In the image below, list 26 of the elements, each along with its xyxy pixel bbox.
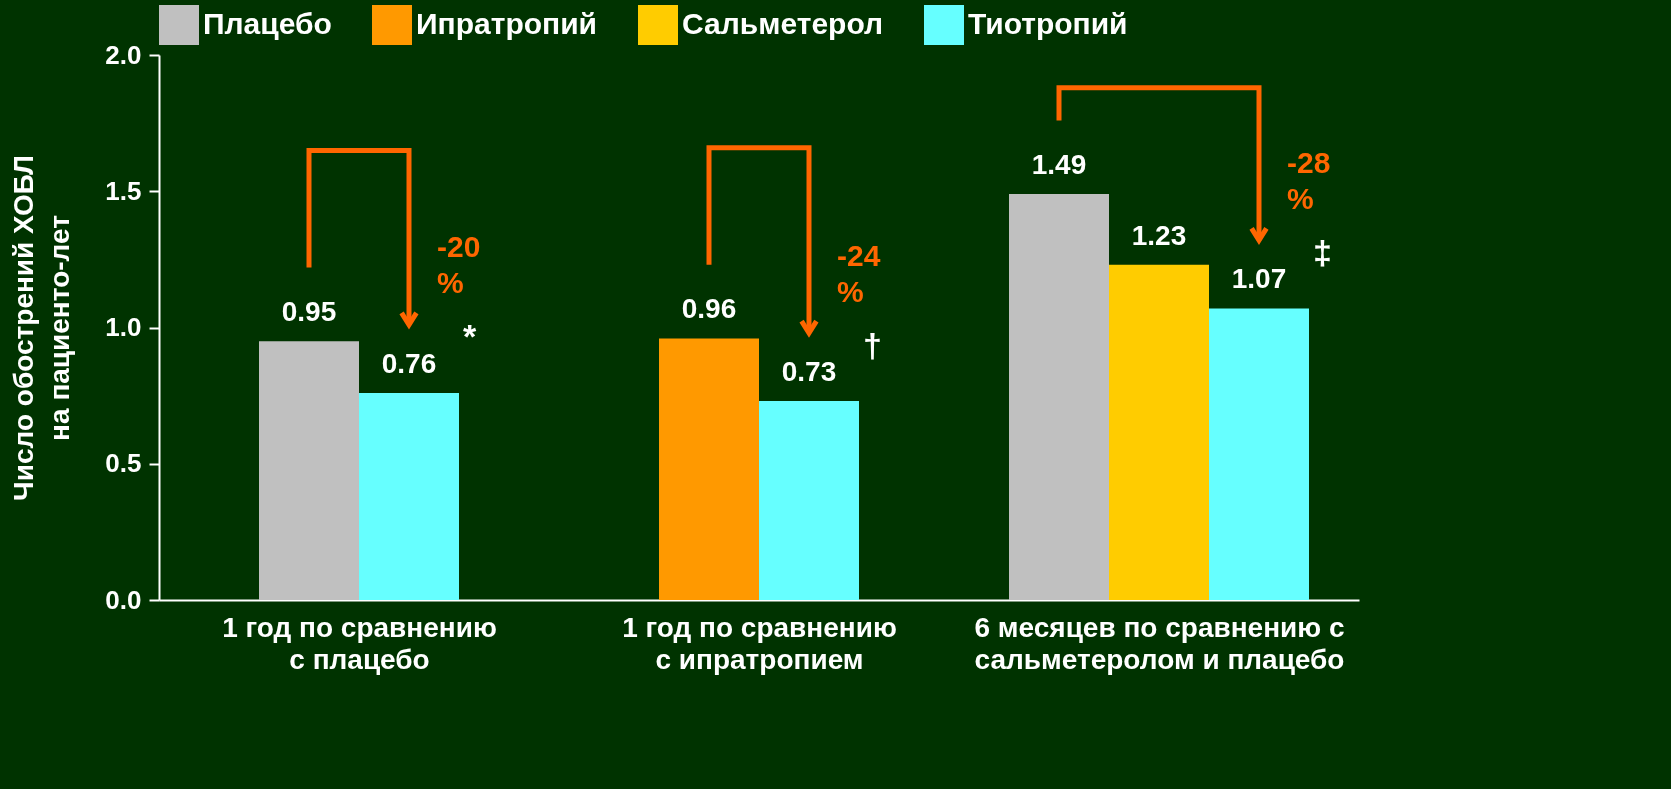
annotation: * xyxy=(463,317,477,356)
data-label: 0.95 xyxy=(281,296,337,328)
y-tick-label: 1.0 xyxy=(105,312,142,342)
y-axis-title: Число обострений ХОБЛ на пациенто-лет xyxy=(8,155,76,501)
data-label: 0.96 xyxy=(681,293,737,325)
x-tick-label: 1 год по сравнению с ипратропием xyxy=(622,611,897,675)
annotation: ‡ xyxy=(1313,232,1332,271)
y-tick-label: 0.0 xyxy=(105,584,142,615)
x-tick-label: 1 год по сравнению с плацебо xyxy=(222,611,497,675)
annotation: -28 % xyxy=(1287,146,1331,215)
data-label: 1.49 xyxy=(1031,148,1087,180)
legend-label: Ипратропий xyxy=(416,7,598,40)
data-label: 1.07 xyxy=(1231,263,1287,295)
legend-label: Сальметерол xyxy=(682,7,884,40)
legend-label: Плацебо xyxy=(203,7,332,40)
x-tick-label: 6 месяцев по сравнению с сальметеролом и плацебо xyxy=(974,611,1345,675)
y-tick-label: 1.5 xyxy=(105,175,142,206)
data-label: 1.23 xyxy=(1131,219,1187,251)
annotation: -20 % xyxy=(437,230,481,300)
annotation: † xyxy=(863,325,882,364)
annotation: -24 % xyxy=(837,238,881,308)
legend-label: Тиотропий xyxy=(968,7,1128,40)
y-tick-label: 0.5 xyxy=(105,448,142,479)
data-label: 0.76 xyxy=(381,347,437,379)
data-label: 0.73 xyxy=(781,356,837,388)
y-tick-label: 2.0 xyxy=(105,39,142,70)
